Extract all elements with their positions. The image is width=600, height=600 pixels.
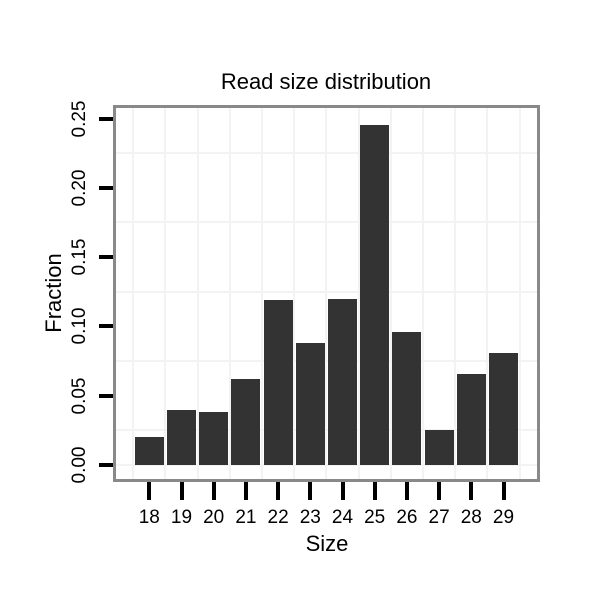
y-tick-label: 0.15	[69, 238, 90, 276]
x-tick-label: 22	[267, 507, 289, 528]
x-tick-label: 26	[396, 507, 418, 528]
y-tick	[99, 116, 113, 121]
x-tick-label: 18	[138, 507, 160, 528]
y-tick-label: 0.05	[69, 377, 90, 415]
y-tick	[99, 185, 113, 190]
minor-gridline-vertical	[518, 108, 521, 479]
x-tick-label: 24	[331, 507, 354, 528]
x-tick	[276, 482, 281, 500]
x-tick	[179, 482, 184, 500]
x-tick-label: 25	[364, 507, 386, 528]
minor-gridline-vertical	[132, 108, 135, 479]
x-tick	[469, 482, 474, 500]
x-tick	[340, 482, 345, 500]
chart-title: Read size distribution	[220, 69, 432, 94]
y-tick-label: 0.10	[69, 307, 90, 345]
bar	[392, 331, 422, 465]
x-tick	[404, 482, 409, 500]
x-tick	[243, 482, 248, 500]
x-tick-label: 27	[428, 507, 450, 528]
plot-panel	[113, 105, 540, 482]
minor-gridline-vertical	[293, 108, 296, 479]
minor-gridline-vertical	[486, 108, 489, 479]
minor-gridline-vertical	[228, 108, 231, 479]
bar	[489, 352, 518, 465]
x-axis-title: Size	[305, 531, 349, 556]
x-tick	[147, 482, 152, 500]
y-tick	[99, 393, 113, 398]
bar	[134, 437, 164, 465]
x-tick	[501, 482, 506, 500]
x-tick-label: 19	[170, 507, 193, 528]
bar	[295, 343, 325, 465]
bar	[199, 412, 229, 465]
bar	[263, 300, 293, 465]
minor-gridline-vertical	[454, 108, 457, 479]
y-tick	[99, 463, 113, 467]
minor-gridline-vertical	[164, 108, 167, 479]
x-tick-label: 20	[203, 507, 225, 528]
y-tick-label: 0.25	[69, 100, 90, 137]
bar	[424, 430, 454, 465]
x-tick	[211, 482, 216, 500]
x-tick-label: 28	[460, 507, 482, 528]
minor-gridline-vertical	[196, 108, 199, 479]
x-tick	[372, 482, 377, 500]
bar	[167, 409, 196, 465]
bar	[328, 298, 357, 465]
x-tick-label: 29	[492, 507, 515, 528]
y-tick	[99, 255, 113, 260]
y-tick-label: 0.20	[69, 169, 90, 207]
bar	[231, 379, 261, 465]
minor-gridline-vertical	[422, 108, 424, 479]
minor-gridline-vertical	[325, 108, 328, 479]
y-tick-label: 0.00	[69, 446, 90, 484]
minor-gridline-vertical	[261, 108, 263, 479]
x-tick	[437, 482, 442, 500]
y-axis-title: Fraction	[41, 253, 66, 333]
x-tick-label: 23	[299, 507, 321, 528]
bar	[456, 373, 486, 465]
y-tick	[99, 324, 113, 329]
bar	[360, 125, 390, 465]
x-tick-label: 21	[235, 507, 257, 528]
x-tick	[308, 482, 313, 500]
minor-gridline-vertical	[357, 108, 360, 479]
minor-gridline-vertical	[389, 108, 392, 479]
